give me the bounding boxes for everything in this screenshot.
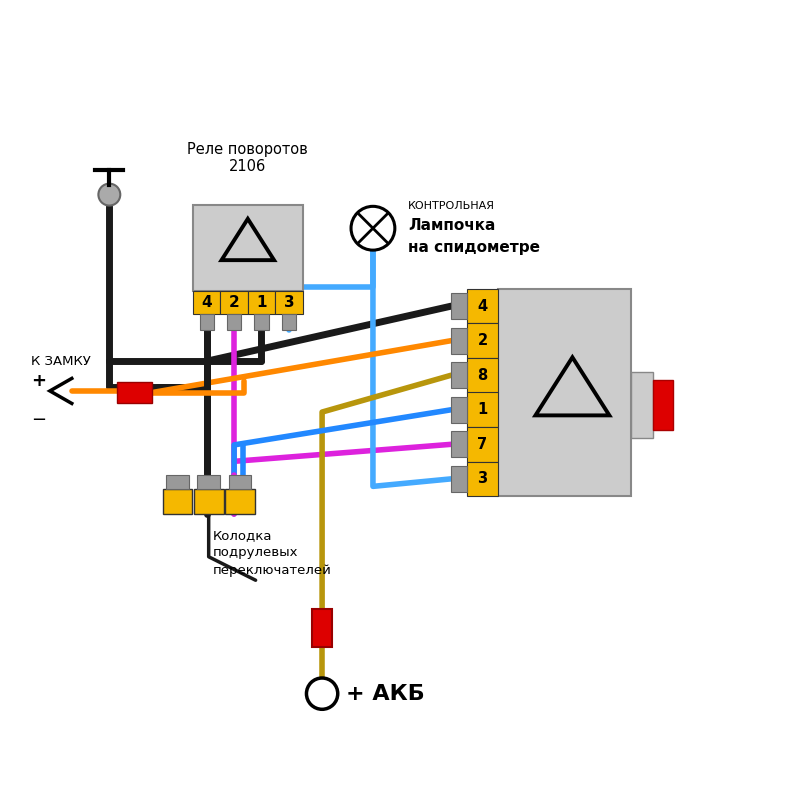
Bar (276, 290, 302, 314)
Text: 2: 2 (228, 295, 239, 310)
Text: 7: 7 (477, 436, 487, 452)
Text: Реле поворотов
2106: Реле поворотов 2106 (188, 141, 309, 174)
Bar (162, 489, 192, 513)
Bar (193, 205, 302, 290)
Bar (653, 380, 673, 430)
Text: +: + (31, 372, 46, 390)
Bar (451, 466, 467, 492)
Bar (467, 392, 498, 427)
Bar (451, 293, 467, 319)
Bar (282, 314, 296, 330)
Text: подрулевых: подрулевых (213, 546, 298, 560)
Text: + АКБ: + АКБ (345, 684, 425, 703)
Bar (467, 427, 498, 462)
Bar (451, 431, 467, 458)
Bar (193, 290, 221, 314)
Text: 8: 8 (477, 367, 487, 383)
Text: Колодка: Колодка (213, 529, 272, 542)
Bar (221, 290, 248, 314)
Bar (498, 289, 631, 496)
Text: на спидометре: на спидометре (408, 240, 540, 255)
Bar (248, 290, 276, 314)
Bar (467, 323, 498, 358)
Bar (228, 475, 251, 489)
Text: 3: 3 (477, 471, 487, 487)
Text: переключателей: переключателей (213, 564, 331, 576)
Circle shape (306, 678, 338, 710)
Bar (631, 372, 653, 438)
Text: 4: 4 (477, 298, 487, 314)
Bar (197, 475, 220, 489)
Text: −: − (31, 411, 46, 429)
Bar (254, 314, 268, 330)
Bar (467, 289, 498, 323)
Text: 3: 3 (283, 295, 294, 310)
Text: К ЗАМКУ: К ЗАМКУ (31, 355, 91, 367)
Circle shape (351, 206, 395, 250)
Bar (194, 489, 224, 513)
Bar (312, 609, 332, 647)
Text: Лампочка: Лампочка (408, 218, 495, 233)
Bar (225, 489, 255, 513)
Bar (166, 475, 188, 489)
Circle shape (98, 184, 120, 206)
Bar (467, 462, 498, 496)
Text: 2: 2 (477, 333, 487, 349)
Bar (227, 314, 241, 330)
Bar (451, 327, 467, 354)
Text: 4: 4 (202, 295, 212, 310)
Bar (451, 396, 467, 423)
Text: 1: 1 (477, 402, 487, 418)
Bar (467, 358, 498, 392)
Bar (199, 314, 214, 330)
Bar (451, 362, 467, 389)
Text: 1: 1 (256, 295, 267, 310)
Text: КОНТРОЛЬНАЯ: КОНТРОЛЬНАЯ (408, 201, 495, 211)
Bar (117, 382, 152, 403)
